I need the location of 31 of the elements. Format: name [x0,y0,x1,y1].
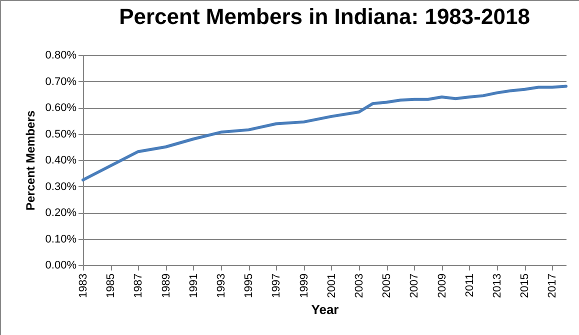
y-tick-label: 0.60% [45,102,77,114]
x-tick-label: 1999 [298,274,310,298]
x-axis-title: Year [311,302,339,317]
x-tick-label: 1987 [132,274,145,298]
x-tick-label: 1995 [243,274,256,298]
x-tick-label: 1989 [160,274,172,298]
x-tick-label: 2001 [326,274,338,298]
x-tick-label: 1991 [188,274,200,298]
y-tick-label: 0.10% [45,233,77,246]
y-axis-title: Percent Members [23,110,38,211]
y-tick-label: 0.20% [45,207,77,219]
y-tick-label: 0.00% [45,260,77,272]
x-tick-label: 1985 [105,274,118,298]
x-tick-label: 2005 [381,274,394,298]
y-tick-label: 0.70% [45,76,77,88]
x-tick-label: 1993 [216,274,228,298]
x-tick-label: 2009 [436,274,448,298]
y-tick-label: 0.30% [45,180,77,193]
y-tick-label: 0.80% [45,50,77,62]
y-tick-label: 0.50% [45,128,77,140]
x-tick-label: 1983 [78,274,90,298]
line-series [82,84,568,182]
x-tick-label: 2015 [519,274,532,298]
x-tick-label: 2007 [408,274,421,298]
x-tick-label: 2013 [492,274,504,298]
x-tick-label: 2017 [546,274,559,298]
y-tick-label: 0.40% [45,154,77,166]
x-tick-label: 1997 [270,274,283,298]
x-tick-label: 2011 [464,274,476,298]
x-tick-label: 2003 [354,274,366,298]
chart-title: Percent Members in Indiana: 1983-2018 [119,4,530,29]
